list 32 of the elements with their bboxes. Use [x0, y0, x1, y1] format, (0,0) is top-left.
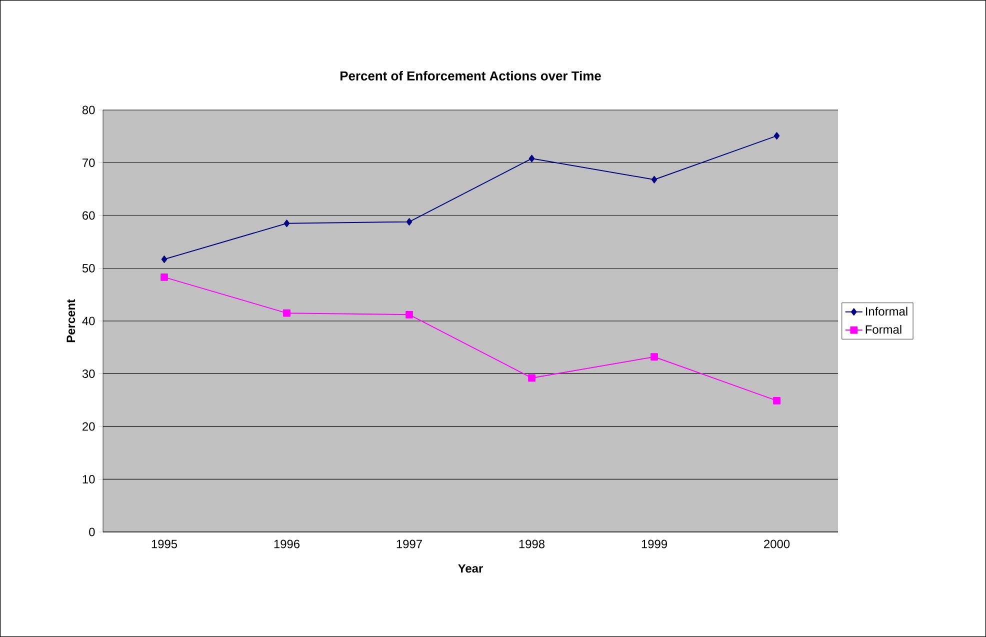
chart-title: Percent of Enforcement Actions over Time — [340, 70, 601, 80]
point — [651, 176, 658, 184]
x-tick-label: 1997 — [396, 540, 422, 548]
x-axis-title: Year — [458, 564, 483, 573]
legend-label: Informal — [866, 306, 908, 316]
point — [406, 310, 413, 318]
x-tick-label: 1999 — [642, 540, 667, 548]
point — [528, 154, 535, 162]
point — [528, 374, 536, 382]
x-tick-label: 1995 — [152, 540, 178, 548]
point — [774, 132, 780, 140]
y-tick-label: 20 — [82, 422, 95, 431]
point — [406, 218, 412, 226]
x-tick-label: 1996 — [274, 540, 300, 548]
y-tick-label: 30 — [82, 370, 95, 378]
y-tick-label: 80 — [82, 106, 95, 114]
y-tick-label: 50 — [82, 264, 95, 272]
point — [283, 309, 290, 317]
y-tick-label: 40 — [82, 316, 95, 326]
x-tick-label: 2000 — [764, 540, 790, 548]
point — [160, 274, 168, 281]
point — [650, 353, 658, 361]
point — [773, 396, 780, 404]
y-tick-label: 0 — [89, 528, 95, 536]
point — [161, 256, 168, 263]
point — [284, 220, 290, 228]
y-tick-label: 70 — [82, 158, 95, 167]
y-tick-label: 10 — [82, 475, 95, 484]
y-tick-label: 60 — [82, 211, 95, 220]
x-tick-label: 1998 — [519, 540, 545, 548]
legend-label: Formal — [866, 324, 902, 334]
y-axis-title: Percent — [66, 299, 76, 342]
